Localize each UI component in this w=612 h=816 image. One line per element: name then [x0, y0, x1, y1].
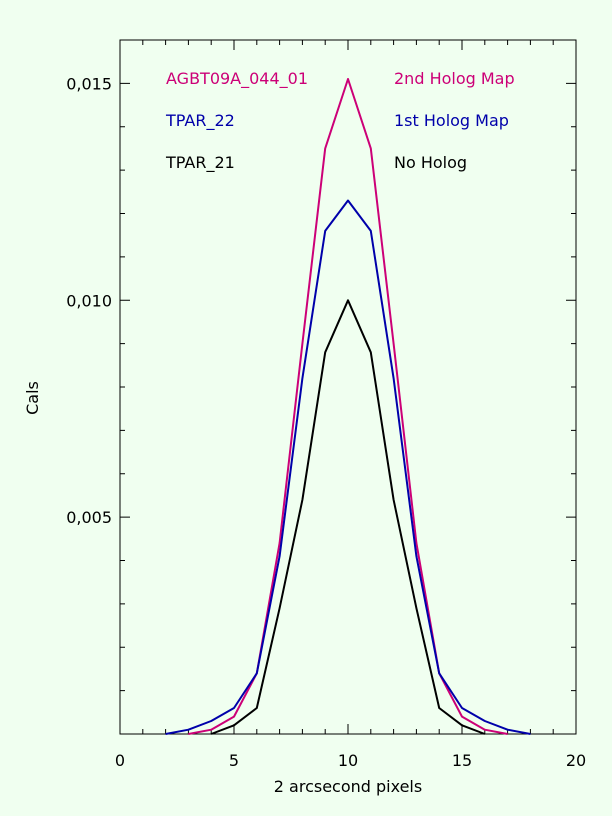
series-line: [165, 199, 531, 735]
legend-series-name: TPAR_22: [165, 111, 235, 131]
y-tick-label: 0,010: [66, 291, 112, 310]
legend-series-note: No Holog: [394, 153, 467, 172]
axis-ticks: [119, 39, 577, 734]
plot-frame: [119, 39, 577, 735]
x-axis-label: 2 arcsecond pixels: [274, 777, 422, 796]
y-tick-label: 0,015: [66, 74, 112, 93]
series-lines: [165, 78, 531, 735]
y-axis-label: Cals: [23, 381, 42, 415]
x-tick-label: 15: [452, 751, 472, 770]
series-line: [210, 299, 486, 735]
x-tick-label: 5: [229, 751, 239, 770]
x-tick-label: 0: [115, 751, 125, 770]
legend-series-note: 2nd Holog Map: [394, 69, 515, 88]
x-tick-label: 10: [338, 751, 358, 770]
x-tick-label: 20: [566, 751, 586, 770]
axis-tick-labels: 0 5 10 15 20 0,005 0,010 0,015: [66, 74, 586, 770]
series-line: [188, 78, 508, 735]
legend-series-name: TPAR_21: [165, 153, 235, 173]
legend: AGBT09A_044_01 2nd Holog Map TPAR_22 1st Ho…: [165, 69, 515, 173]
legend-series-note: 1st Holog Map: [394, 111, 509, 130]
legend-series-name: AGBT09A_044_01: [166, 69, 308, 89]
y-tick-label: 0,005: [66, 508, 112, 527]
